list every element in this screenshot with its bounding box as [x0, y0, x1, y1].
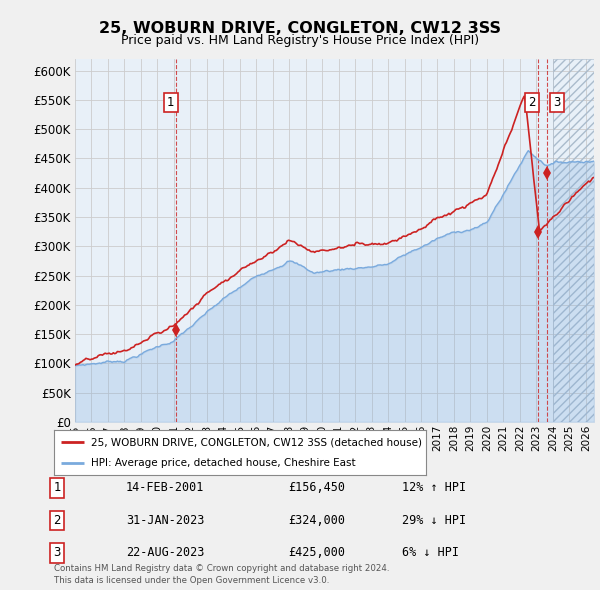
Text: HPI: Average price, detached house, Cheshire East: HPI: Average price, detached house, Ches… [91, 458, 356, 468]
Text: 6% ↓ HPI: 6% ↓ HPI [402, 546, 459, 559]
Text: 1: 1 [53, 481, 61, 494]
Text: 29% ↓ HPI: 29% ↓ HPI [402, 514, 466, 527]
Text: 22-AUG-2023: 22-AUG-2023 [126, 546, 205, 559]
Text: 12% ↑ HPI: 12% ↑ HPI [402, 481, 466, 494]
Text: 25, WOBURN DRIVE, CONGLETON, CW12 3SS: 25, WOBURN DRIVE, CONGLETON, CW12 3SS [99, 21, 501, 35]
Text: £425,000: £425,000 [288, 546, 345, 559]
Text: £324,000: £324,000 [288, 514, 345, 527]
Text: 2: 2 [53, 514, 61, 527]
Text: 3: 3 [553, 96, 560, 109]
Text: 31-JAN-2023: 31-JAN-2023 [126, 514, 205, 527]
Text: Price paid vs. HM Land Registry's House Price Index (HPI): Price paid vs. HM Land Registry's House … [121, 34, 479, 47]
Text: 25, WOBURN DRIVE, CONGLETON, CW12 3SS (detached house): 25, WOBURN DRIVE, CONGLETON, CW12 3SS (d… [91, 437, 422, 447]
Text: 2: 2 [528, 96, 536, 109]
Text: £156,450: £156,450 [288, 481, 345, 494]
Text: 3: 3 [53, 546, 61, 559]
Text: Contains HM Land Registry data © Crown copyright and database right 2024.
This d: Contains HM Land Registry data © Crown c… [54, 565, 389, 585]
Text: 14-FEB-2001: 14-FEB-2001 [126, 481, 205, 494]
Text: 1: 1 [167, 96, 175, 109]
